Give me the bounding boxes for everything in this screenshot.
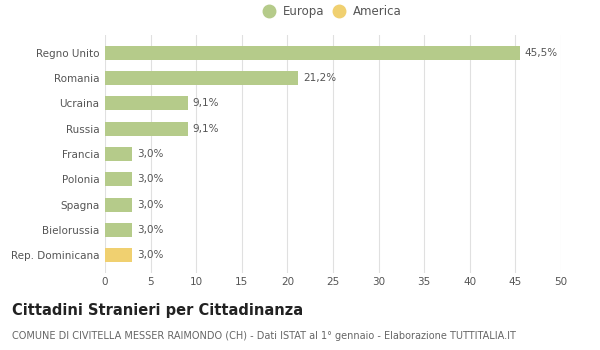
Bar <box>105 97 188 110</box>
Text: 9,1%: 9,1% <box>193 98 219 108</box>
Bar <box>105 71 298 85</box>
Bar <box>105 122 188 136</box>
Bar <box>105 46 520 60</box>
Text: 45,5%: 45,5% <box>524 48 557 58</box>
Text: COMUNE DI CIVITELLA MESSER RAIMONDO (CH) - Dati ISTAT al 1° gennaio - Elaborazio: COMUNE DI CIVITELLA MESSER RAIMONDO (CH)… <box>12 331 516 341</box>
Bar <box>105 172 133 186</box>
Bar <box>105 198 133 211</box>
Text: 3,0%: 3,0% <box>137 250 163 260</box>
Bar <box>105 223 133 237</box>
Text: 9,1%: 9,1% <box>193 124 219 134</box>
Text: 3,0%: 3,0% <box>137 174 163 184</box>
Text: Cittadini Stranieri per Cittadinanza: Cittadini Stranieri per Cittadinanza <box>12 303 303 318</box>
Text: 3,0%: 3,0% <box>137 149 163 159</box>
Legend: Europa, America: Europa, America <box>262 3 404 21</box>
Text: 3,0%: 3,0% <box>137 199 163 210</box>
Text: 21,2%: 21,2% <box>303 73 336 83</box>
Bar <box>105 248 133 262</box>
Text: 3,0%: 3,0% <box>137 225 163 235</box>
Bar <box>105 147 133 161</box>
